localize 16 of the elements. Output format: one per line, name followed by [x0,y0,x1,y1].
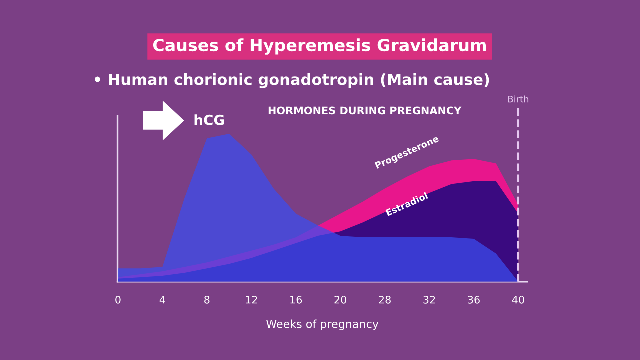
text: HORMONES DURING PREGNANCY [268,106,462,115]
x-tick-label: 4 [160,296,166,304]
chart-subtitle: • Human chorionic gonadotropin (Main cause) [95,74,490,88]
x-tick-label: 12 [246,296,258,304]
x-tick-label: 20 [334,296,347,304]
x-tick-label: 8 [204,296,210,304]
x-tick-label: 36 [468,296,480,304]
x-tick-label: 16 [290,296,302,304]
x-tick-label: 0 [116,296,121,304]
ref-line-label: Birth [508,96,529,103]
x-axis-title: Weeks of pregnancy [266,320,379,330]
chart-title: Causes of Hyperemesis Gravidarum [153,38,486,55]
x-tick-label: 28 [379,296,391,304]
series-label: hCG [194,114,224,126]
x-tick-label: 40 [512,296,524,304]
x-tick-label: 32 [424,296,436,304]
